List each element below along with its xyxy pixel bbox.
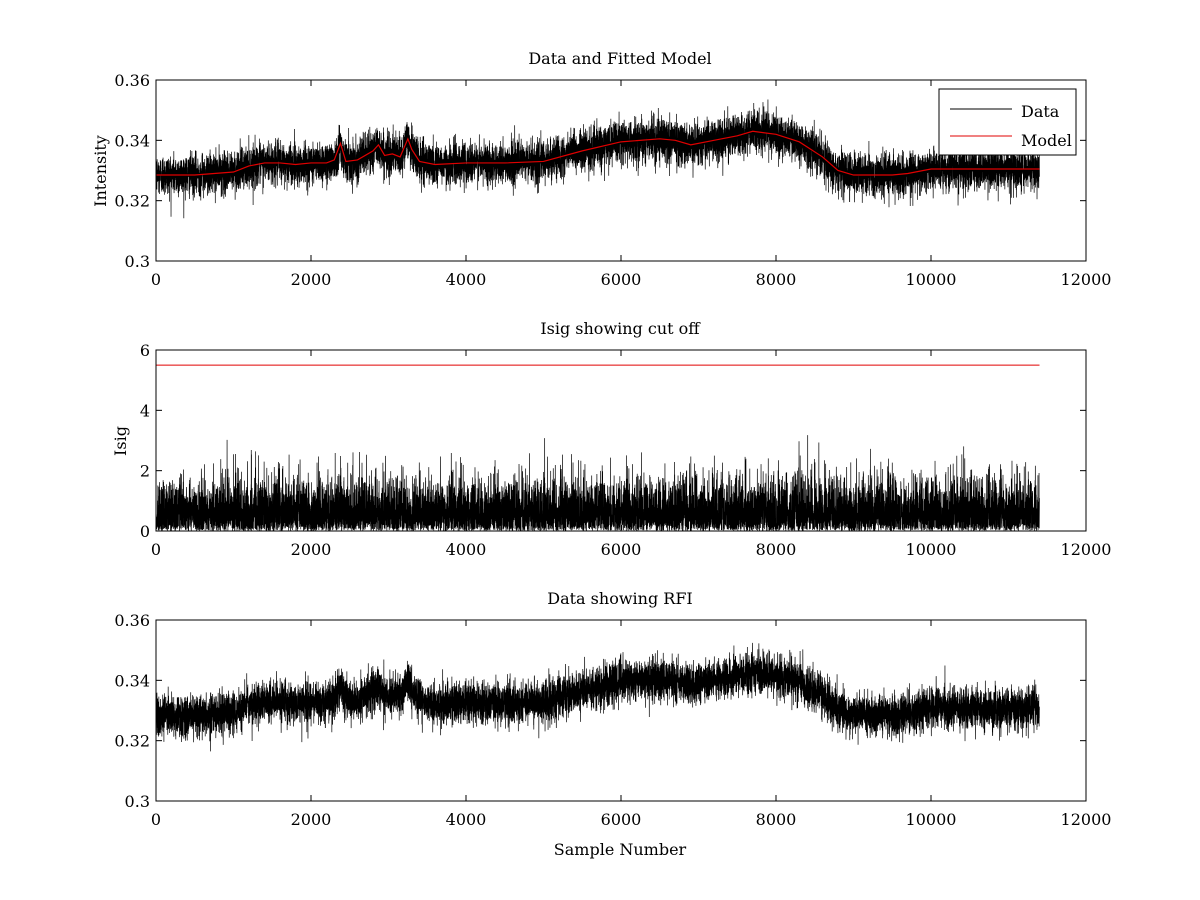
plot-title: Data and Fitted Model [528,49,711,68]
x-tick-label: 10000 [906,540,957,559]
plot-area: 0 2000 4000 6000 8000 10000 12000 0 2 4 6 [140,341,1112,559]
x-tick-label: 0 [151,270,161,289]
x-tick-label: 10000 [906,810,957,829]
y-tick-label: 0.34 [114,671,150,690]
x-tick-label: 4000 [446,540,487,559]
legend-label-model: Model [1021,131,1072,150]
x-tick-label: 6000 [601,270,642,289]
x-tick-label: 0 [151,810,161,829]
series-group [156,642,1040,752]
y-tick-label: 0.3 [125,252,150,271]
x-tick-label: 2000 [291,270,332,289]
y-axis-label: Isig [111,426,130,456]
y-tick-label: 0.32 [114,192,150,211]
series-line-data [156,99,1040,219]
y-tick-label: 4 [140,401,150,420]
x-tick-label: 12000 [1061,270,1112,289]
series-line-isig [156,435,1040,531]
plot-isig-showing-cut-off: Isig showing cut off 0 2000 4000 6000 8000 10… [111,319,1111,559]
x-axis-label: Sample Number [554,840,687,859]
series-line-isig [156,642,1040,752]
y-tick-label: 0.36 [114,611,150,630]
x-tick-label: 6000 [601,810,642,829]
x-tick-label: 10000 [906,270,957,289]
y-tick-label: 0.32 [114,732,150,751]
y-tick-label: 0.3 [125,792,150,811]
y-tick-label: 2 [140,462,150,481]
y-tick-label: 0 [140,522,150,541]
series-group [156,364,1040,531]
legend: Data Model [938,88,1077,156]
x-tick-label: 4000 [446,810,487,829]
x-tick-label: 0 [151,540,161,559]
plot-data-showing-rfi: Data showing RFI 0 2000 4000 6000 8000 10000 1… [114,589,1111,859]
x-tick-label: 2000 [291,810,332,829]
legend-box [938,88,1077,156]
y-tick-label: 6 [140,341,150,360]
series-group [156,99,1040,219]
y-tick-label: 0.36 [114,71,150,90]
plot-title: Isig showing cut off [540,319,701,338]
y-axis-label: Intensity [91,135,110,207]
x-tick-label: 12000 [1061,540,1112,559]
x-tick-label: 12000 [1061,810,1112,829]
y-tick-label: 0.34 [114,131,150,150]
x-tick-label: 8000 [756,540,797,559]
x-tick-label: 2000 [291,540,332,559]
x-tick-label: 8000 [756,270,797,289]
x-tick-label: 8000 [756,810,797,829]
plot-area: 0 2000 4000 6000 8000 10000 12000 0.3 0.32 0.34 0.… [114,611,1111,829]
plot-title: Data showing RFI [547,589,692,608]
x-tick-label: 4000 [446,270,487,289]
x-tick-label: 6000 [601,540,642,559]
plot-area: 0 2000 4000 6000 8000 10000 12000 0.3 0.32 0.34 0.… [114,71,1111,289]
series-line-model [156,130,1040,176]
plot-data-and-fitted-model: Data and Fitted Model 0 2000 4000 6000 8000 1… [91,49,1111,289]
legend-label-data: Data [1021,102,1060,121]
